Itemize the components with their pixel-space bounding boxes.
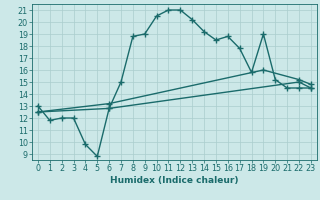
X-axis label: Humidex (Indice chaleur): Humidex (Indice chaleur) [110,176,239,185]
